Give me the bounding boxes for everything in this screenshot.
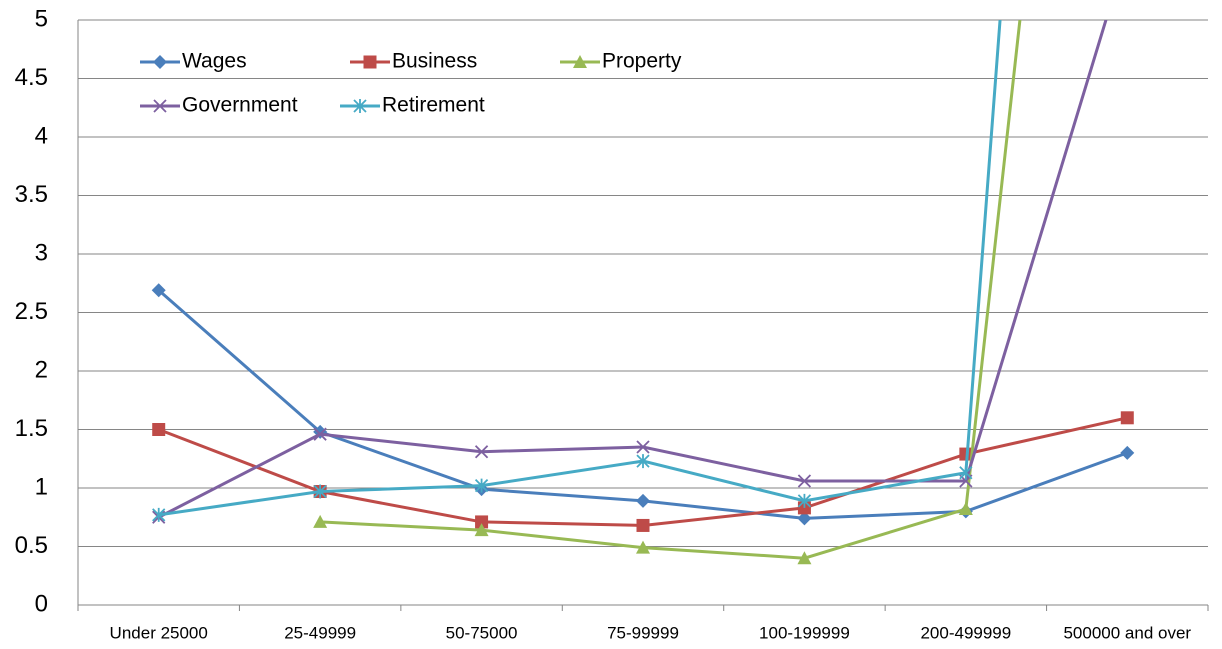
marker — [152, 423, 166, 436]
y-tick-label: 0 — [35, 590, 48, 617]
series-line — [158, 416, 1128, 527]
y-tick-label: 0.5 — [15, 532, 48, 559]
marker — [475, 515, 489, 529]
y-tick-label: 4.5 — [15, 64, 48, 91]
marker — [474, 478, 489, 493]
legend-marker — [573, 55, 587, 68]
legend-label: Property — [602, 50, 682, 73]
legend-label: Business — [392, 50, 477, 73]
marker — [474, 523, 489, 537]
marker — [313, 427, 327, 441]
marker — [636, 454, 650, 469]
legend-label: Wages — [182, 50, 247, 73]
y-tick-label: 2.5 — [15, 298, 48, 325]
marker — [636, 493, 650, 508]
marker — [313, 514, 328, 528]
y-tick-label: 2 — [35, 356, 48, 383]
legend-marker — [153, 99, 167, 113]
y-tick-label: 3.5 — [15, 181, 48, 208]
marker — [1120, 445, 1135, 460]
legend-label: Retirement — [382, 94, 485, 117]
x-tick-label: 50-75000 — [446, 623, 518, 642]
marker — [797, 511, 812, 526]
x-tick-label: 100-199999 — [759, 623, 850, 642]
legend-marker — [353, 99, 367, 113]
marker — [959, 465, 973, 480]
legend-label: Government — [182, 94, 298, 117]
series-line — [158, 20, 1002, 517]
marker — [797, 493, 812, 508]
y-tick-label: 1 — [35, 473, 48, 500]
marker — [474, 445, 489, 459]
x-tick-label: 25-49999 — [284, 623, 356, 642]
series-line — [320, 20, 1022, 560]
x-tick-label: 200-499999 — [920, 623, 1011, 642]
y-tick-label: 5 — [35, 5, 48, 32]
x-tick-label: Under 25000 — [110, 623, 208, 642]
marker — [152, 507, 166, 522]
marker — [151, 283, 166, 298]
plot-area — [151, 20, 1135, 565]
x-tick-label: 75-99999 — [607, 623, 679, 642]
marker — [797, 551, 812, 565]
y-tick-label: 3 — [35, 239, 48, 266]
marker — [313, 484, 327, 499]
marker — [636, 518, 650, 532]
marker — [1120, 411, 1134, 425]
marker — [636, 540, 650, 554]
marker — [958, 502, 973, 516]
legend-marker — [153, 55, 167, 69]
legend-marker — [363, 55, 377, 69]
x-tick-label: 500000 and over — [1063, 623, 1191, 642]
marker — [797, 474, 812, 488]
y-tick-label: 1.5 — [15, 415, 48, 442]
y-tick-label: 4 — [35, 122, 48, 149]
marker — [636, 440, 650, 454]
